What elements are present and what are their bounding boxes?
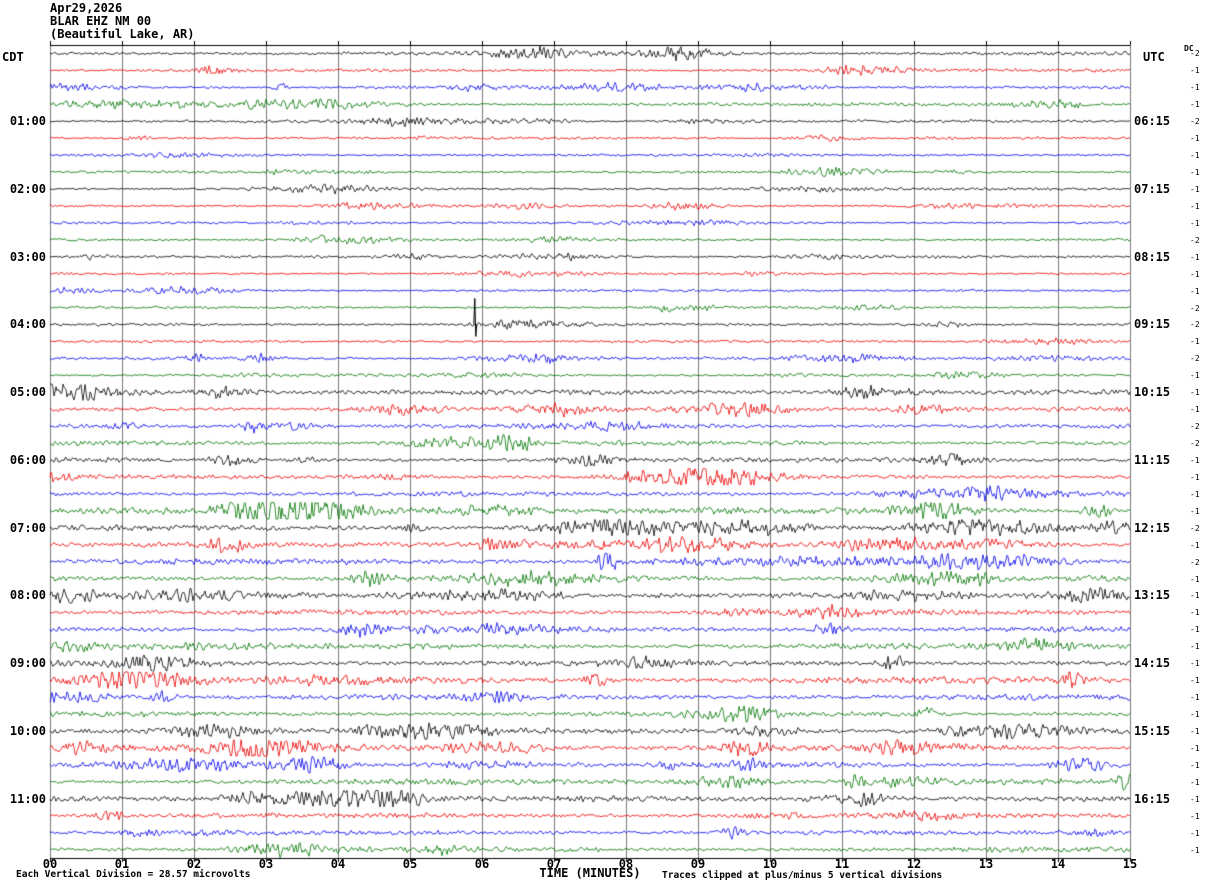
dc-offset-value: -2 bbox=[1190, 523, 1200, 533]
dc-offset-value: -2 bbox=[1190, 303, 1200, 313]
dc-offset-value: -2 bbox=[1190, 354, 1200, 364]
x-tick-label: 04 bbox=[330, 857, 346, 871]
right-time-label: 09:15 bbox=[1134, 317, 1171, 332]
dc-offset-value: -1 bbox=[1190, 710, 1200, 720]
dc-offset-value: -1 bbox=[1190, 642, 1200, 652]
dc-offset-value: -2 bbox=[1190, 117, 1200, 127]
dc-offset-value: -1 bbox=[1190, 794, 1200, 804]
header-station: BLAR EHZ NM 00 bbox=[50, 14, 152, 28]
right-time-label: 12:15 bbox=[1134, 520, 1171, 535]
dc-offset-value: -1 bbox=[1190, 591, 1200, 601]
dc-offset-value: -1 bbox=[1190, 252, 1200, 262]
dc-offset-value: -1 bbox=[1190, 201, 1200, 211]
right-time-label: 10:15 bbox=[1134, 385, 1171, 400]
dc-offset-value: -1 bbox=[1190, 66, 1200, 76]
dc-offset-value: -1 bbox=[1190, 574, 1200, 584]
x-tick-label: 00 bbox=[42, 857, 58, 871]
x-tick-label: 10 bbox=[762, 857, 778, 871]
x-tick-label: 08 bbox=[618, 857, 634, 871]
footer-scale-note: Each Vertical Division = 28.57 microvolt… bbox=[16, 869, 251, 880]
dc-offset-value: -1 bbox=[1190, 693, 1200, 703]
dc-offset-value: -1 bbox=[1190, 286, 1200, 296]
x-tick-label: 15 bbox=[1122, 857, 1138, 871]
dc-offset-header: DC bbox=[1184, 44, 1194, 53]
left-time-label: 05:00 bbox=[9, 385, 46, 400]
left-time-label: 03:00 bbox=[9, 249, 46, 264]
footer-clip-note: Traces clipped at plus/minus 5 vertical … bbox=[662, 870, 943, 881]
x-tick-label: 01 bbox=[114, 857, 130, 871]
right-time-label: 15:15 bbox=[1134, 723, 1171, 738]
dc-offset-value: -1 bbox=[1190, 168, 1200, 178]
x-tick-label: 07 bbox=[546, 857, 562, 871]
dc-offset-value: -1 bbox=[1190, 608, 1200, 618]
left-time-label: 04:00 bbox=[9, 317, 46, 332]
dc-offset-value: -1 bbox=[1190, 269, 1200, 279]
left-time-label: 01:00 bbox=[9, 114, 46, 129]
dc-offset-value: -1 bbox=[1190, 455, 1200, 465]
x-tick-label: 06 bbox=[474, 857, 490, 871]
x-tick-label: 02 bbox=[186, 857, 202, 871]
left-time-label: 09:00 bbox=[9, 656, 46, 671]
dc-offset-value: -1 bbox=[1190, 218, 1200, 228]
right-time-label: 07:15 bbox=[1134, 181, 1171, 196]
dc-offset-value: -1 bbox=[1190, 676, 1200, 686]
left-time-label: 11:00 bbox=[9, 791, 46, 806]
right-time-label: 13:15 bbox=[1134, 588, 1171, 603]
x-tick-label: 12 bbox=[906, 857, 922, 871]
left-time-label: 10:00 bbox=[9, 723, 46, 738]
x-tick-label: 05 bbox=[402, 857, 418, 871]
dc-offset-value: -2 bbox=[1190, 235, 1200, 245]
dc-offset-value: -1 bbox=[1190, 472, 1200, 482]
dc-offset-value: -1 bbox=[1190, 388, 1200, 398]
left-time-label: 02:00 bbox=[9, 181, 46, 196]
x-tick-label: 03 bbox=[258, 857, 274, 871]
dc-offset-value: -1 bbox=[1190, 100, 1200, 110]
x-axis-label: TIME (MINUTES) bbox=[539, 866, 641, 880]
left-time-label: 08:00 bbox=[9, 588, 46, 603]
dc-offset-value: -1 bbox=[1190, 405, 1200, 415]
dc-offset-value: -1 bbox=[1190, 777, 1200, 787]
dc-offset-value: -1 bbox=[1190, 743, 1200, 753]
dc-offset-value: -1 bbox=[1190, 828, 1200, 838]
left-time-label: 07:00 bbox=[9, 520, 46, 535]
x-tick-label: 14 bbox=[1050, 857, 1066, 871]
x-tick-label: 09 bbox=[690, 857, 706, 871]
dc-offset-value: -1 bbox=[1190, 151, 1200, 161]
dc-offset-value: -1 bbox=[1190, 659, 1200, 669]
left-timezone-label: CDT bbox=[2, 50, 24, 64]
dc-offset-value: -1 bbox=[1190, 625, 1200, 635]
dc-offset-value: -1 bbox=[1190, 371, 1200, 381]
right-time-label: 14:15 bbox=[1134, 656, 1171, 671]
right-time-label: 06:15 bbox=[1134, 114, 1171, 129]
dc-offset-value: -2 bbox=[1190, 422, 1200, 432]
dc-offset-value: -1 bbox=[1190, 760, 1200, 770]
dc-offset-value: -2 bbox=[1190, 320, 1200, 330]
right-time-label: 08:15 bbox=[1134, 249, 1171, 264]
plot-header: Apr29,2026 BLAR EHZ NM 00 (Beautiful Lake,… bbox=[50, 2, 195, 41]
dc-offset-value: -2 bbox=[1190, 49, 1200, 59]
header-date: Apr29,2026 bbox=[50, 1, 123, 15]
right-timezone-label: UTC bbox=[1143, 50, 1165, 64]
dc-offset-value: -1 bbox=[1190, 83, 1200, 93]
dc-offset-value: -1 bbox=[1190, 845, 1200, 855]
dc-offset-value: -1 bbox=[1190, 540, 1200, 550]
dc-offset-value: -1 bbox=[1190, 726, 1200, 736]
dc-offset-value: -1 bbox=[1190, 337, 1200, 347]
dc-offset-value: -1 bbox=[1190, 506, 1200, 516]
dc-offset-value: -1 bbox=[1190, 811, 1200, 821]
right-time-label: 11:15 bbox=[1134, 452, 1171, 467]
right-time-label: 16:15 bbox=[1134, 791, 1171, 806]
dc-offset-value: -2 bbox=[1190, 557, 1200, 567]
x-tick-label: 11 bbox=[834, 857, 850, 871]
header-location: (Beautiful Lake, AR) bbox=[50, 27, 195, 41]
dc-offset-value: -1 bbox=[1190, 134, 1200, 144]
dc-offset-value: -2 bbox=[1190, 439, 1200, 449]
dc-offset-value: -1 bbox=[1190, 489, 1200, 499]
left-time-label: 06:00 bbox=[9, 452, 46, 467]
x-tick-label: 13 bbox=[978, 857, 994, 871]
dc-offset-value: -1 bbox=[1190, 184, 1200, 194]
